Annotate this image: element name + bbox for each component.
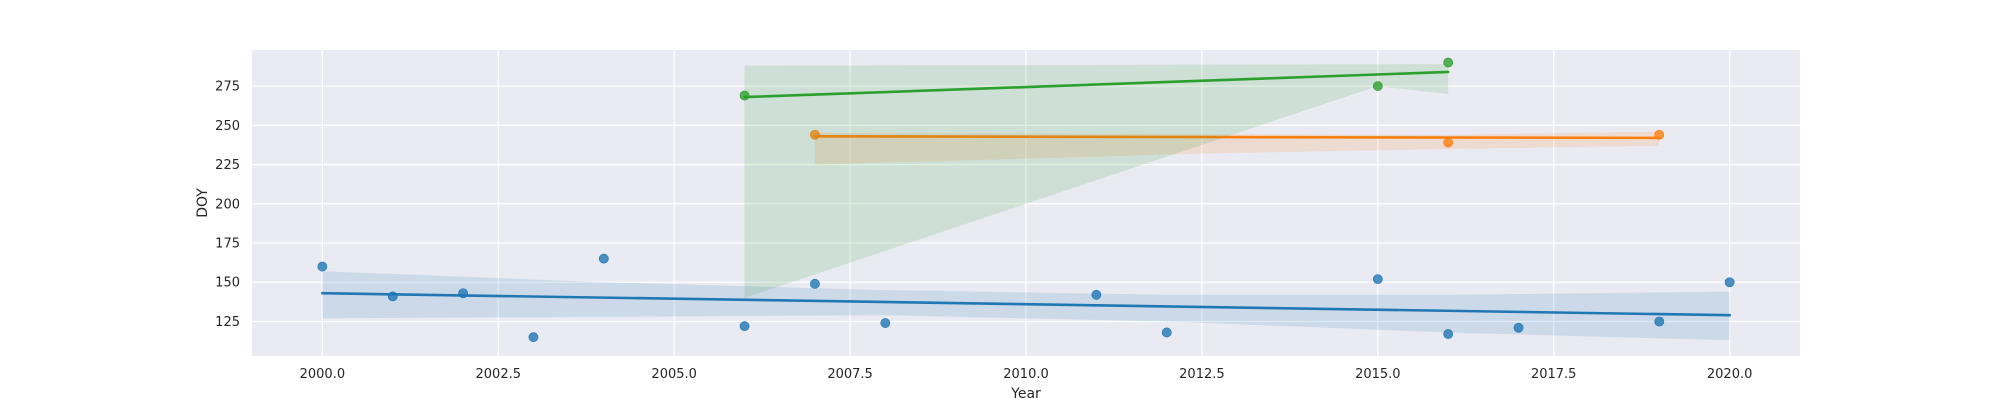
data-point — [810, 278, 820, 289]
x-tick-label: 2005.0 — [651, 367, 697, 382]
grid-lines — [252, 50, 1800, 356]
x-tick-label: 2017.5 — [1531, 367, 1577, 382]
series-2 — [739, 57, 1454, 298]
x-tick-label: 2015.0 — [1355, 367, 1401, 382]
data-point — [1372, 274, 1383, 285]
y-tick-labels: 125 150 175 200 225 250 275 — [215, 80, 240, 330]
x-tick-label: 2002.5 — [476, 367, 522, 382]
data-point — [1091, 289, 1102, 300]
confidence-band — [322, 271, 1730, 341]
confidence-band — [744, 64, 1449, 298]
y-tick-label: 150 — [215, 276, 240, 291]
data-point — [739, 321, 750, 332]
y-tick-label: 175 — [215, 237, 240, 252]
data-point — [598, 253, 609, 264]
x-tick-label: 2020.0 — [1707, 367, 1753, 382]
x-tick-label: 2010.0 — [1003, 367, 1049, 382]
data-point — [739, 90, 750, 101]
regression-line — [743, 70, 1450, 99]
y-tick-label: 275 — [215, 80, 240, 95]
regression-line — [813, 135, 1661, 140]
series-0 — [317, 253, 1735, 343]
series-1 — [810, 129, 1665, 165]
data-point — [1443, 137, 1454, 148]
data-point — [1724, 277, 1735, 288]
regression-line — [321, 291, 1731, 317]
x-tick-label: 2012.5 — [1179, 367, 1225, 382]
y-tick-label: 225 — [215, 158, 240, 173]
data-point — [1161, 327, 1172, 338]
data-point — [1443, 329, 1454, 339]
x-tick-label: 2000.0 — [300, 367, 346, 382]
data-point — [528, 332, 539, 343]
y-tick-label: 200 — [215, 197, 240, 212]
data-point — [1372, 81, 1383, 91]
x-tick-label: 2007.5 — [827, 367, 873, 382]
data-point — [317, 261, 328, 272]
y-axis-label: DOY — [195, 188, 211, 218]
data-point — [1513, 322, 1524, 333]
data-point — [1443, 57, 1454, 68]
x-tick-labels: 2000.0 2002.5 2005.0 2007.5 2010.0 2012.5 2015… — [300, 367, 1753, 382]
y-tick-label: 125 — [215, 315, 240, 330]
data-point — [1654, 316, 1665, 327]
y-tick-label: 250 — [215, 119, 240, 134]
data-point — [880, 318, 891, 328]
x-axis-label: Year — [1010, 386, 1041, 400]
